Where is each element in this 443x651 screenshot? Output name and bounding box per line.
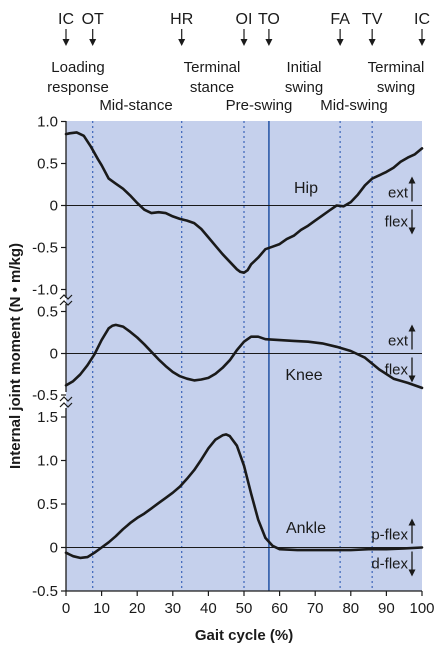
x-tick-label: 30 <box>164 600 181 617</box>
ankle-up-arrow-icon <box>408 518 416 526</box>
ankle-panel-label: Ankle <box>286 520 326 537</box>
phase-label-4-1: swing <box>285 79 323 96</box>
y-axis-title: Internal joint moment (N • m/kg) <box>7 243 24 469</box>
knee-y-tick-label: -0.5 <box>32 387 58 404</box>
event-label-hr-2: HR <box>170 11 193 28</box>
phase-label-5-0: Mid-swing <box>320 97 388 114</box>
knee-y-tick-label: 0 <box>50 346 58 363</box>
ankle-down-arrow-icon <box>408 569 416 577</box>
event-label-oi-3: OI <box>236 11 253 28</box>
knee-panel-label: Knee <box>285 367 322 384</box>
hip-y-tick-label: 0.5 <box>37 156 58 173</box>
hip-direction-label-negative: flex <box>385 214 409 231</box>
hip-y-tick-label: 0 <box>50 198 58 215</box>
axis-break-icon-1-b <box>59 402 73 408</box>
ankle-y-tick-label: 0 <box>50 540 58 557</box>
event-label-fa-5: FA <box>330 11 350 28</box>
event-arrow-icon <box>89 39 97 46</box>
x-tick-label: 90 <box>378 600 395 617</box>
phase-label-6-1: swing <box>377 79 415 96</box>
event-arrow-icon <box>336 39 344 46</box>
event-arrow-icon <box>62 39 70 46</box>
phase-label-3-0: Pre-swing <box>226 97 293 114</box>
axis-break-icon-0-a <box>59 294 73 300</box>
knee-direction-label-positive: ext <box>388 333 409 350</box>
x-tick-label: 60 <box>271 600 288 617</box>
x-axis-title: Gait cycle (%) <box>195 627 293 644</box>
event-arrow-icon <box>368 39 376 46</box>
knee-moment-line <box>64 323 424 390</box>
event-label-ic-0: IC <box>58 11 74 28</box>
knee-y-tick-label: 0.5 <box>37 304 58 321</box>
event-arrow-icon <box>265 39 273 46</box>
ankle-direction-label-negative: d-flex <box>371 556 408 573</box>
hip-moment-line <box>64 131 424 274</box>
event-label-ot-1: OT <box>82 11 104 28</box>
x-tick-label: 100 <box>409 600 434 617</box>
knee-direction-label-negative: flex <box>385 362 409 379</box>
x-tick-label: 0 <box>62 600 70 617</box>
event-arrow-icon <box>240 39 248 46</box>
phase-label-6-0: Terminal <box>368 59 425 76</box>
ankle-y-tick-label: 1.0 <box>37 453 58 470</box>
event-arrow-icon <box>178 39 186 46</box>
phase-label-1-0: Mid-stance <box>99 97 172 114</box>
hip-up-arrow-icon <box>408 176 416 184</box>
phase-label-0-1: response <box>47 79 109 96</box>
event-arrow-icon <box>418 39 426 46</box>
ankle-y-tick-label: 0.5 <box>37 496 58 513</box>
hip-direction-label-positive: ext <box>388 185 409 202</box>
event-label-to-4: TO <box>258 11 280 28</box>
ankle-y-tick-label: 1.5 <box>37 409 58 426</box>
x-tick-label: 70 <box>307 600 324 617</box>
event-label-tv-6: TV <box>362 11 383 28</box>
phase-label-4-0: Initial <box>286 59 321 76</box>
phase-label-0-0: Loading <box>51 59 104 76</box>
knee-up-arrow-icon <box>408 324 416 332</box>
x-tick-label: 20 <box>129 600 146 617</box>
event-label-ic-7: IC <box>414 11 430 28</box>
hip-y-tick-label: -1.0 <box>32 282 58 299</box>
hip-down-arrow-icon <box>408 227 416 235</box>
ankle-direction-label-positive: p-flex <box>371 527 408 544</box>
axis-break-icon-0-b <box>59 300 73 306</box>
hip-y-tick-label: 1.0 <box>37 114 58 131</box>
phase-label-2-1: stance <box>190 79 234 96</box>
knee-down-arrow-icon <box>408 375 416 383</box>
x-tick-label: 40 <box>200 600 217 617</box>
phase-label-2-0: Terminal <box>184 59 241 76</box>
hip-y-tick-label: -0.5 <box>32 240 58 257</box>
ankle-moment-line <box>64 433 424 560</box>
hip-panel-label: Hip <box>294 180 318 197</box>
x-tick-label: 50 <box>236 600 253 617</box>
x-tick-label: 80 <box>342 600 359 617</box>
axis-break-icon-1-a <box>59 396 73 402</box>
ankle-y-tick-label: -0.5 <box>32 583 58 600</box>
x-tick-label: 10 <box>93 600 110 617</box>
